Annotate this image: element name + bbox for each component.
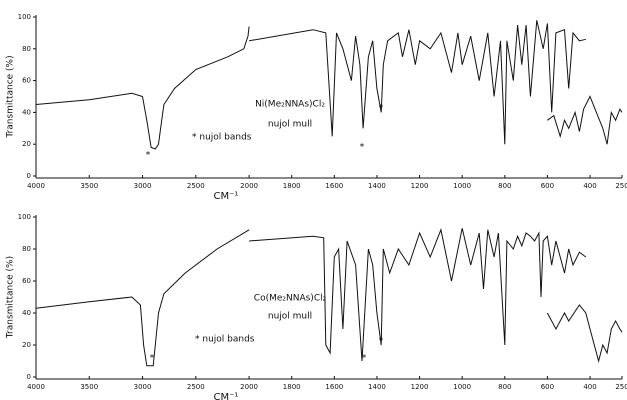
x-tick-label: 1400 (368, 383, 386, 391)
x-tick-label: 3000 (134, 383, 152, 391)
y-tick-label: 100 (18, 213, 31, 221)
y-tick-label: 100 (18, 13, 31, 21)
x-tick-label: 600 (541, 383, 554, 391)
y-tick-label: 20 (22, 341, 31, 349)
y-tick-label: 60 (22, 277, 31, 285)
annotation: Ni(Me₂NNAs)Cl₂ (255, 100, 325, 110)
x-tick-label: 4000 (27, 182, 45, 190)
x-tick-label: 3500 (80, 182, 98, 190)
x-tick-label: 1600 (325, 383, 343, 391)
annotation: * (362, 354, 367, 364)
y-tick-label: 60 (22, 77, 31, 85)
annotation: Co(Me₂NNAs)Cl₂ (254, 294, 327, 304)
x-tick-label: 2000 (240, 182, 258, 190)
x-axis-label: CM⁻¹ (214, 392, 239, 400)
x-tick-label: 3000 (134, 182, 152, 190)
y-tick-label: 0 (27, 373, 31, 381)
y-tick-label: 0 (27, 172, 31, 180)
annotation: * nujol bands (195, 335, 255, 345)
x-tick-label: 800 (498, 182, 511, 190)
x-tick-label: 1800 (283, 383, 301, 391)
spectrum-line (249, 20, 586, 145)
x-tick-label: 3500 (80, 383, 98, 391)
annotation: nujol mull (268, 312, 312, 322)
spectrum-line (249, 228, 587, 362)
spectrum-line (547, 95, 623, 145)
annotation: nujol mull (268, 120, 312, 130)
x-tick-label: 800 (498, 383, 511, 391)
annotation: * (360, 143, 365, 153)
y-axis-label: Transmittance (%) (6, 256, 16, 339)
spectrum-line (546, 304, 623, 363)
annotation: * nujol bands (192, 133, 252, 143)
x-tick-label: 1600 (325, 182, 343, 190)
x-tick-label: 2000 (240, 383, 258, 391)
y-tick-label: 20 (22, 140, 31, 148)
x-tick-label: 1000 (453, 182, 471, 190)
y-tick-label: 80 (22, 245, 31, 253)
x-tick-label: 2500 (187, 383, 205, 391)
x-tick-label: 1400 (368, 182, 386, 190)
x-axis-label: CM⁻¹ (214, 191, 239, 202)
x-tick-label: 1200 (411, 182, 429, 190)
y-tick-label: 40 (22, 309, 31, 317)
x-tick-label: 1800 (283, 182, 301, 190)
x-tick-label: 4000 (27, 383, 45, 391)
x-tick-label: 600 (541, 182, 554, 190)
annotation: * (379, 104, 384, 114)
annotation: * (146, 151, 151, 161)
annotation: * (379, 337, 384, 347)
annotation: * (150, 354, 155, 364)
x-tick-label: 400 (583, 182, 596, 190)
x-tick-label: 2500 (187, 182, 205, 190)
spectrum-line (35, 229, 250, 367)
x-tick-label: 1000 (453, 383, 471, 391)
x-tick-label: 400 (583, 383, 596, 391)
y-axis-label: Transmittance (%) (6, 55, 16, 138)
x-tick-label: 250 (615, 182, 627, 190)
spectrum-line (35, 26, 250, 150)
x-tick-label: 250 (615, 383, 627, 391)
y-tick-label: 80 (22, 45, 31, 53)
x-tick-label: 1200 (411, 383, 429, 391)
y-tick-label: 40 (22, 108, 31, 116)
